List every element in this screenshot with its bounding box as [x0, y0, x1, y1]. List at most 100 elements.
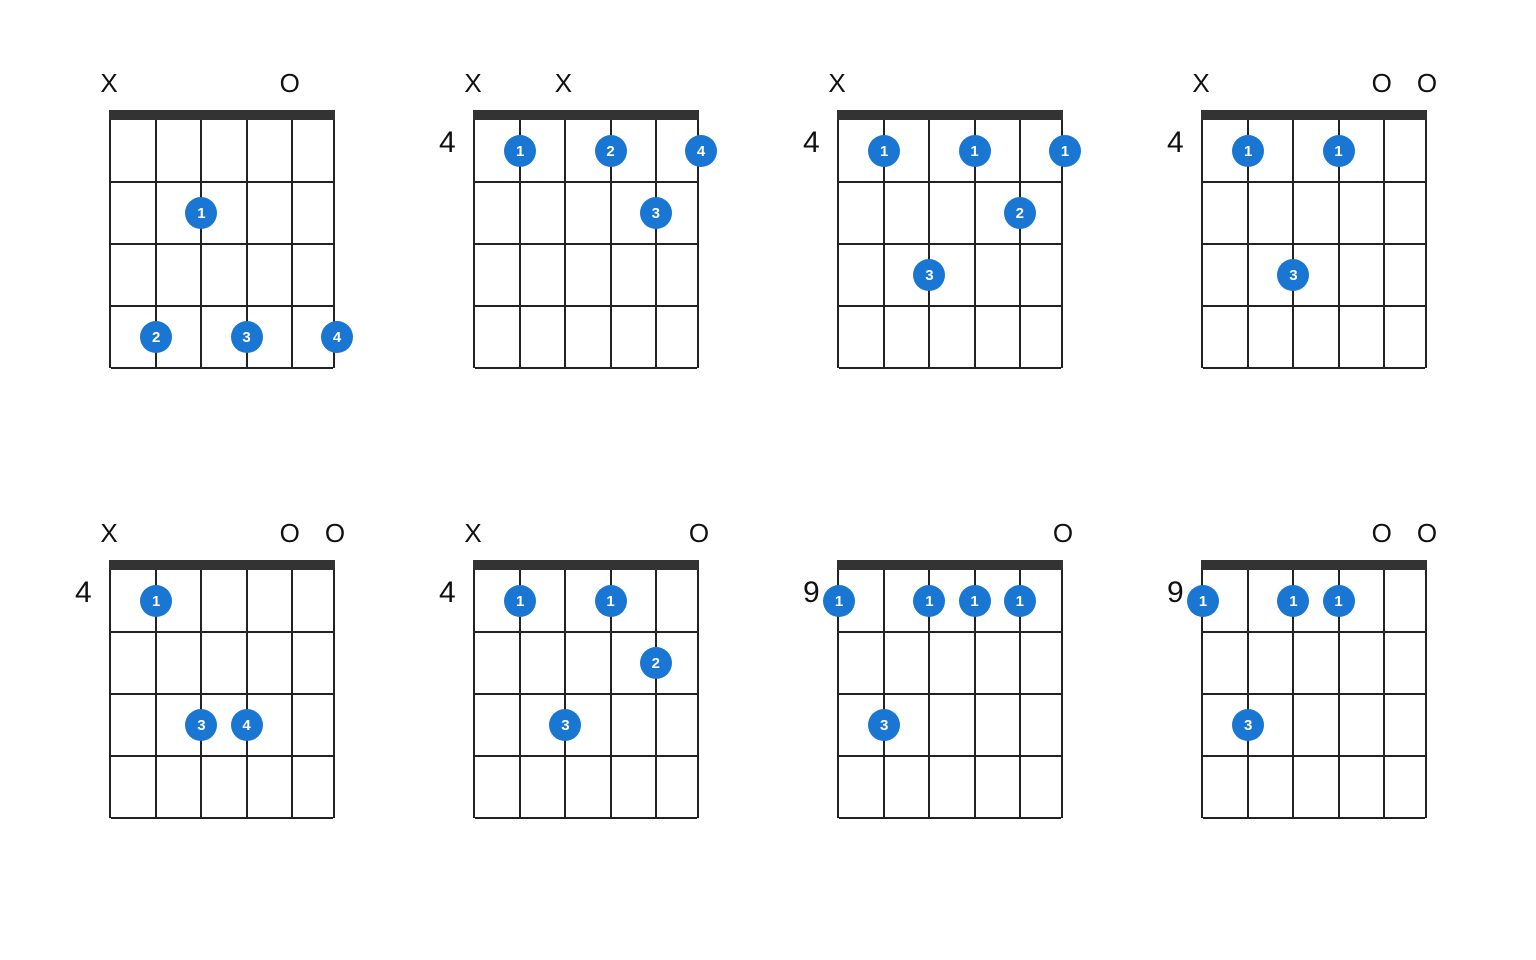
mute-mark: X [464, 70, 481, 96]
fretboard-wrap: 4113 [1201, 110, 1427, 368]
fretboard-wrap: 1234 [109, 110, 335, 368]
fret-line [475, 693, 697, 695]
finger-dot: 2 [140, 321, 172, 353]
finger-dot: 3 [549, 709, 581, 741]
fret-line [839, 631, 1061, 633]
open-mark: O [689, 520, 709, 546]
string-status-row: X [837, 70, 1063, 104]
chord-diagram: XOO4134 [80, 520, 364, 890]
finger-dot: 3 [185, 709, 217, 741]
string-line [928, 120, 930, 368]
mute-mark: X [464, 520, 481, 546]
chord-diagram: OO91113 [1172, 520, 1456, 890]
chord-diagram: XO1234 [80, 70, 364, 440]
fret-line [1203, 755, 1425, 757]
finger-dot: 1 [1187, 585, 1219, 617]
chord-grid-page: XO1234XX41234X411123XOO4113XOO4134XO4112… [0, 0, 1536, 960]
fret-line [839, 817, 1061, 819]
chord-diagram: XOO4113 [1172, 70, 1456, 440]
finger-dot: 2 [1004, 197, 1036, 229]
fret-line [475, 305, 697, 307]
string-line [655, 570, 657, 818]
finger-dot: 2 [640, 647, 672, 679]
string-line [200, 570, 202, 818]
open-mark: O [280, 70, 300, 96]
finger-dot: 1 [504, 135, 536, 167]
fretboard-wrap: 41123 [473, 560, 699, 818]
finger-dot: 1 [1323, 585, 1355, 617]
open-mark: O [325, 520, 345, 546]
fret-line [111, 305, 333, 307]
string-line [1247, 570, 1249, 818]
chord-diagram: O 911113 [808, 520, 1092, 890]
finger-dot: 1 [959, 135, 991, 167]
nut [109, 110, 335, 120]
fretboard: 11113 [837, 570, 1063, 818]
fretboard-wrap: 91113 [1201, 560, 1427, 818]
string-line [564, 570, 566, 818]
fretboard: 1234 [473, 120, 699, 368]
fret-line [475, 755, 697, 757]
fretboard-wrap: 4134 [109, 560, 335, 818]
fret-line [111, 631, 333, 633]
finger-dot: 3 [1232, 709, 1264, 741]
finger-dot: 4 [231, 709, 263, 741]
fret-line [111, 755, 333, 757]
finger-dot: 1 [959, 585, 991, 617]
fret-line [839, 305, 1061, 307]
finger-dot: 1 [913, 585, 945, 617]
fretboard: 1113 [1201, 570, 1427, 818]
chord-diagram: X411123 [808, 70, 1092, 440]
fret-line [111, 367, 333, 369]
string-line [1383, 120, 1385, 368]
start-fret-label: 4 [75, 578, 92, 608]
fretboard: 134 [109, 570, 335, 818]
start-fret-label: 4 [439, 128, 456, 158]
fretboard: 1123 [473, 570, 699, 818]
string-status-row: OO [1201, 520, 1427, 554]
string-line [291, 570, 293, 818]
fretboard: 11123 [837, 120, 1063, 368]
start-fret-label: 4 [803, 128, 820, 158]
chord-diagram: XO41123 [444, 520, 728, 890]
fret-line [839, 243, 1061, 245]
fret-line [1203, 367, 1425, 369]
finger-dot: 1 [823, 585, 855, 617]
string-status-row: XX [473, 70, 699, 104]
start-fret-label: 4 [1167, 128, 1184, 158]
finger-dot: 1 [1049, 135, 1081, 167]
fret-line [1203, 243, 1425, 245]
fret-line [111, 693, 333, 695]
mute-mark: X [1192, 70, 1209, 96]
nut [1201, 560, 1427, 570]
open-mark: O [1417, 70, 1437, 96]
start-fret-label: 4 [439, 578, 456, 608]
fret-line [839, 181, 1061, 183]
finger-dot: 4 [685, 135, 717, 167]
fret-line [475, 367, 697, 369]
string-status-row: O [837, 520, 1063, 554]
finger-dot: 1 [185, 197, 217, 229]
finger-dot: 1 [595, 585, 627, 617]
finger-dot: 2 [595, 135, 627, 167]
fretboard-wrap: 911113 [837, 560, 1063, 818]
finger-dot: 1 [868, 135, 900, 167]
string-line [655, 120, 657, 368]
nut [837, 110, 1063, 120]
fret-line [1203, 305, 1425, 307]
finger-dot: 4 [321, 321, 353, 353]
fret-line [1203, 631, 1425, 633]
string-line [200, 120, 202, 368]
finger-dot: 1 [1004, 585, 1036, 617]
fret-line [1203, 817, 1425, 819]
finger-dot: 3 [640, 197, 672, 229]
fret-line [839, 367, 1061, 369]
finger-dot: 3 [1277, 259, 1309, 291]
open-mark: O [1417, 520, 1437, 546]
fretboard-wrap: 41234 [473, 110, 699, 368]
finger-dot: 1 [1232, 135, 1264, 167]
string-line [291, 120, 293, 368]
fretboard: 1234 [109, 120, 335, 368]
string-status-row: XO [109, 70, 335, 104]
mute-mark: X [555, 70, 572, 96]
